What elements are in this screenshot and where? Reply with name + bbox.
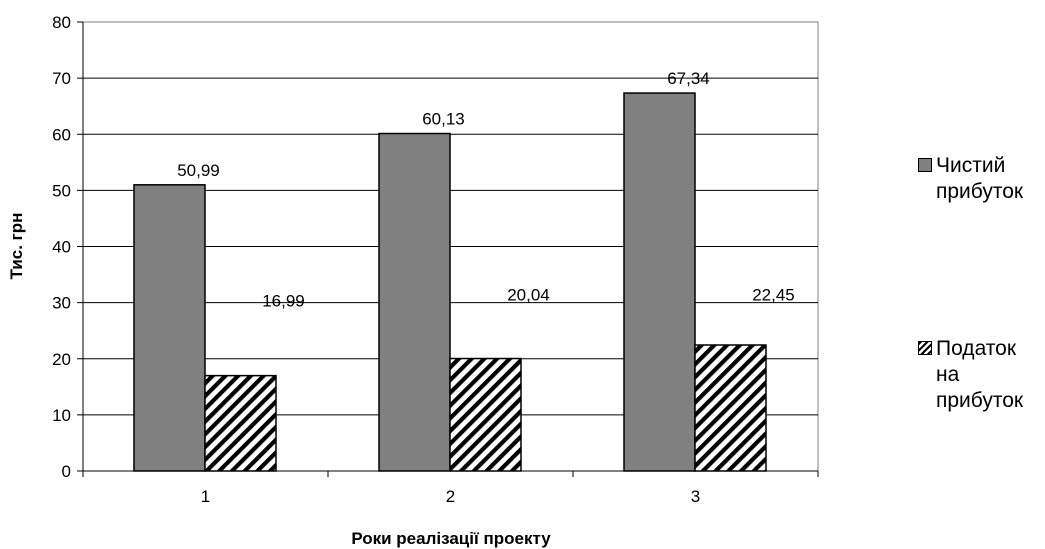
y-tick-label: 10 bbox=[52, 406, 71, 425]
legend-swatch-profit-tax bbox=[918, 341, 932, 355]
x-axis-label: Роки реалізації проекту bbox=[351, 529, 551, 548]
x-tick-label: 3 bbox=[691, 487, 700, 506]
bar-profit-tax-3 bbox=[694, 344, 767, 472]
data-label-net-profit: 67,34 bbox=[667, 69, 710, 88]
legend-swatch-net-profit bbox=[918, 158, 932, 172]
bar-net-profit-3 bbox=[623, 92, 696, 472]
legend-label-profit-tax: Податок на прибуток bbox=[936, 337, 1024, 412]
y-tick-label: 50 bbox=[52, 181, 71, 200]
y-tick-label: 20 bbox=[52, 350, 71, 369]
x-tick-label: 2 bbox=[446, 487, 455, 506]
data-label-profit-tax: 22,45 bbox=[752, 286, 795, 305]
legend-label-net-profit: Чистий прибуток bbox=[936, 154, 1024, 203]
y-axis-label: Тис. грн bbox=[7, 213, 26, 280]
bar-net-profit-1 bbox=[133, 184, 206, 472]
x-tick-label: 1 bbox=[201, 487, 210, 506]
bar-profit-tax-1 bbox=[204, 374, 277, 472]
bar-net-profit-2 bbox=[378, 132, 451, 472]
data-label-profit-tax: 16,99 bbox=[262, 292, 305, 311]
data-labels: 50,99 60,13 67,34 16,99 20,04 22,45 bbox=[177, 69, 795, 311]
data-label-profit-tax: 20,04 bbox=[507, 286, 550, 305]
data-label-net-profit: 50,99 bbox=[177, 161, 220, 180]
bar-profit-tax-2 bbox=[449, 357, 522, 472]
y-tick-label: 30 bbox=[52, 294, 71, 313]
y-tick-label: 70 bbox=[52, 69, 71, 88]
y-tick-label: 80 bbox=[52, 13, 71, 32]
y-tick-label: 0 bbox=[62, 462, 71, 481]
y-tick-label: 40 bbox=[52, 238, 71, 257]
bars bbox=[133, 92, 767, 472]
data-label-net-profit: 60,13 bbox=[422, 110, 465, 129]
axes: 0 10 20 30 40 50 60 70 80 1 2 3 bbox=[52, 13, 819, 506]
y-tick-label: 60 bbox=[52, 125, 71, 144]
